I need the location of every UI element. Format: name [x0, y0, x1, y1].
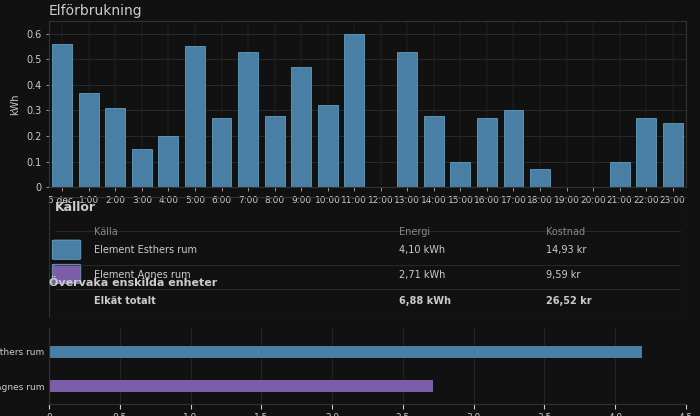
Text: 6,88 kWh: 6,88 kWh — [399, 296, 452, 306]
Text: Kostnad: Kostnad — [546, 227, 585, 237]
Bar — [450, 162, 470, 187]
Text: 4,10 kWh: 4,10 kWh — [399, 245, 445, 255]
Bar — [344, 34, 364, 187]
Bar — [238, 52, 258, 187]
Text: Övervaka enskilda enheter: Övervaka enskilda enheter — [49, 278, 217, 288]
Bar — [265, 116, 285, 187]
Bar — [79, 92, 99, 187]
Bar — [49, 346, 642, 358]
Y-axis label: kWh: kWh — [10, 93, 20, 115]
Bar — [158, 136, 178, 187]
Text: 14,93 kr: 14,93 kr — [546, 245, 586, 255]
Text: Energi: Energi — [399, 227, 430, 237]
Text: Element Agnes rum: Element Agnes rum — [94, 270, 190, 280]
Text: Källor: Källor — [55, 201, 97, 214]
FancyBboxPatch shape — [52, 264, 81, 284]
Bar — [106, 108, 125, 187]
Bar — [398, 52, 417, 187]
Bar — [318, 105, 337, 187]
Text: Element Esthers rum: Element Esthers rum — [94, 245, 197, 255]
Bar — [132, 149, 152, 187]
Text: Källa: Källa — [94, 227, 118, 237]
Bar — [530, 169, 550, 187]
Text: 9,59 kr: 9,59 kr — [546, 270, 580, 280]
Text: 26,52 kr: 26,52 kr — [546, 296, 592, 306]
Bar — [49, 380, 433, 392]
Bar — [503, 111, 524, 187]
Bar — [610, 162, 629, 187]
Bar — [424, 116, 444, 187]
Bar — [477, 118, 497, 187]
Bar — [663, 123, 682, 187]
Bar — [52, 44, 72, 187]
Text: Elförbrukning: Elförbrukning — [49, 4, 143, 18]
Bar — [291, 67, 311, 187]
Bar — [636, 118, 656, 187]
FancyBboxPatch shape — [52, 240, 81, 260]
Text: Elkät totalt: Elkät totalt — [94, 296, 155, 306]
Bar — [211, 118, 232, 187]
Bar — [185, 47, 205, 187]
Text: 2,71 kWh: 2,71 kWh — [399, 270, 446, 280]
